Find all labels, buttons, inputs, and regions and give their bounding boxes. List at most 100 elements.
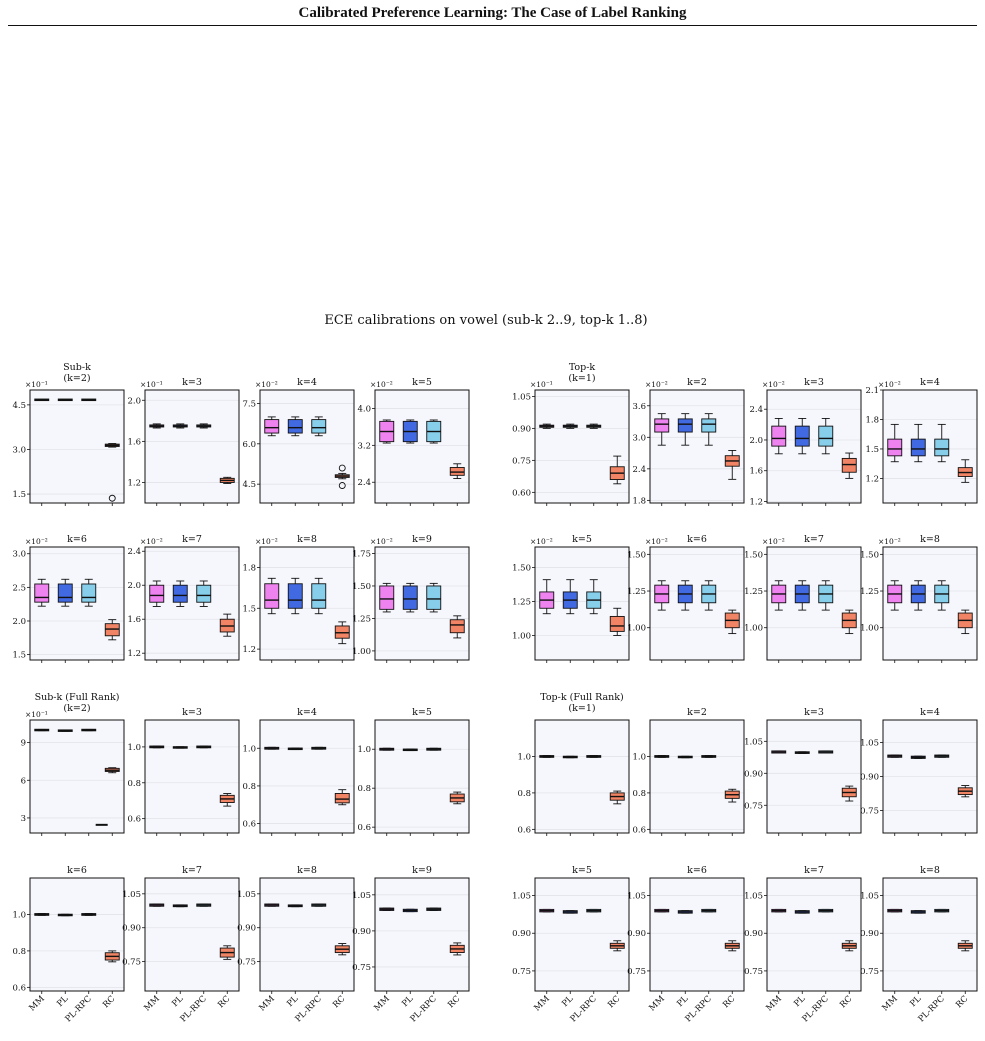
- group-label: Top-k (Full Rank): [540, 692, 624, 703]
- x-tick-label: PL: [560, 994, 575, 1009]
- box-PL: [677, 418, 693, 433]
- panel-14: 1.00 1.25 1.50 ×10⁻² k=6: [627, 534, 745, 663]
- y-tick-label: 1.6: [127, 615, 141, 625]
- x-tick-label: MM: [532, 994, 552, 1014]
- y-tick-label: 0.75: [860, 806, 879, 816]
- panel-frame: [649, 546, 745, 661]
- panel-background: [145, 547, 239, 660]
- x-tick-label: RC: [606, 994, 622, 1010]
- panel-frame: [29, 546, 125, 661]
- y-tick-label: 0.8: [632, 789, 646, 799]
- y-tick-label: 2.4: [127, 547, 141, 557]
- y-tick-label: 1.0: [517, 752, 531, 762]
- y-tick-label: 1.05: [744, 737, 763, 747]
- x-tick-label: PL: [400, 994, 415, 1009]
- y-tick-label: 6.0: [242, 440, 256, 450]
- panel-background: [535, 720, 629, 833]
- panel-title: k=4: [920, 707, 940, 718]
- panel-title: k=3: [182, 707, 202, 718]
- y-tick-label: 2.5: [12, 583, 26, 593]
- x-tick-label: PL: [285, 994, 300, 1009]
- y-tick-label: 4.5: [12, 401, 26, 411]
- y-tick-label: 7.5: [242, 399, 256, 409]
- header-rule: [8, 25, 977, 26]
- y-tick-label: 3.2: [357, 441, 371, 451]
- panel-title: k=4: [297, 377, 317, 388]
- y-tick-label: 0.6: [632, 825, 646, 835]
- box-MM: [264, 583, 280, 609]
- y-tick-label: 1.05: [512, 392, 531, 402]
- box-PL-RPC: [426, 585, 442, 610]
- outlier-point: [108, 494, 116, 502]
- panel-title: k=6: [67, 865, 87, 876]
- y-tick-label: 0.75: [860, 967, 879, 977]
- extra-mark: [95, 823, 108, 826]
- y-tick-label: 0.90: [237, 924, 256, 934]
- panel-3: 4.5 6.0 7.5 ×10⁻² k=4: [242, 377, 355, 506]
- y-tick-label: 1.0: [12, 910, 26, 920]
- panel-frame: [534, 877, 630, 992]
- box-PL-RPC: [701, 418, 717, 433]
- panel-title: k=5: [572, 865, 592, 876]
- panel-frame: [649, 719, 745, 834]
- panel-title: k=5: [412, 377, 432, 388]
- panel-frame: [144, 546, 240, 661]
- panel-frame: [766, 546, 862, 661]
- y-tick-label: 4.5: [242, 480, 256, 490]
- panel-frame: [766, 389, 862, 504]
- y-tick-label: 2.0: [749, 436, 763, 446]
- y-tick-label: 1.05: [860, 739, 879, 749]
- y-tick-label: 0.6: [127, 815, 141, 825]
- axis-exponent: ×10⁻²: [762, 380, 785, 389]
- y-tick-label: 0.6: [12, 983, 26, 993]
- box-RC: [609, 615, 625, 632]
- box-PL: [910, 438, 926, 457]
- x-tick-label: MM: [880, 994, 900, 1014]
- panel-frame: [29, 719, 125, 834]
- panel-background: [767, 547, 861, 660]
- group-label: Top-k: [569, 362, 596, 373]
- y-tick-label: 1.2: [749, 497, 763, 507]
- y-tick-label: 1.00: [512, 631, 531, 641]
- y-tick-label: 1.25: [512, 597, 531, 607]
- group-label: Sub-k (Full Rank): [35, 692, 120, 703]
- box-PL: [287, 583, 303, 609]
- panel-title: k=8: [920, 865, 940, 876]
- y-tick-label: 2.4: [632, 465, 646, 475]
- y-tick-label: 1.2: [242, 645, 256, 655]
- y-tick-label: 1.0: [632, 752, 646, 762]
- panel-13: 1.00 1.25 1.50 ×10⁻² k=5: [512, 534, 630, 663]
- panel-background: [30, 720, 124, 833]
- y-tick-label: 1.50: [627, 550, 646, 560]
- x-tick-label: PL-RPC: [409, 994, 439, 1024]
- panel-23: 0.75 0.90 1.05 k=3: [744, 707, 862, 836]
- panel-background: [145, 390, 239, 503]
- x-tick-label: MM: [257, 994, 277, 1014]
- y-tick-label: 1.75: [352, 549, 371, 559]
- panel-background: [650, 547, 744, 660]
- panel-frame: [534, 719, 630, 834]
- y-tick-label: 0.90: [627, 929, 646, 939]
- panel-10: 1.2 1.6 2.0 2.4×10⁻² k=7: [127, 534, 240, 663]
- panel-15: 1.00 1.25 1.50 ×10⁻² k=7: [744, 534, 862, 663]
- panel-17: 3 6 9 ×10⁻¹ Sub-k (Full Rank)(k=2): [21, 692, 125, 836]
- x-tick-label: MM: [142, 994, 162, 1014]
- y-tick-label: 1.50: [860, 550, 879, 560]
- panel-background: [767, 720, 861, 833]
- y-tick-label: 1.05: [512, 892, 531, 902]
- panel-frame: [259, 719, 355, 834]
- panel-title: k=8: [920, 534, 940, 545]
- y-tick-label: 0.8: [517, 789, 531, 799]
- panel-title: k=3: [182, 377, 202, 388]
- group-label: Sub-k: [63, 362, 91, 373]
- outlier-point: [338, 482, 346, 489]
- panel-background: [375, 720, 469, 833]
- axis-exponent: ×10⁻²: [25, 537, 48, 546]
- panel-title: k=7: [804, 865, 824, 876]
- y-tick-label: 1.05: [237, 890, 256, 900]
- y-tick-label: 1.00: [352, 647, 371, 657]
- x-tick-label: MM: [647, 994, 667, 1014]
